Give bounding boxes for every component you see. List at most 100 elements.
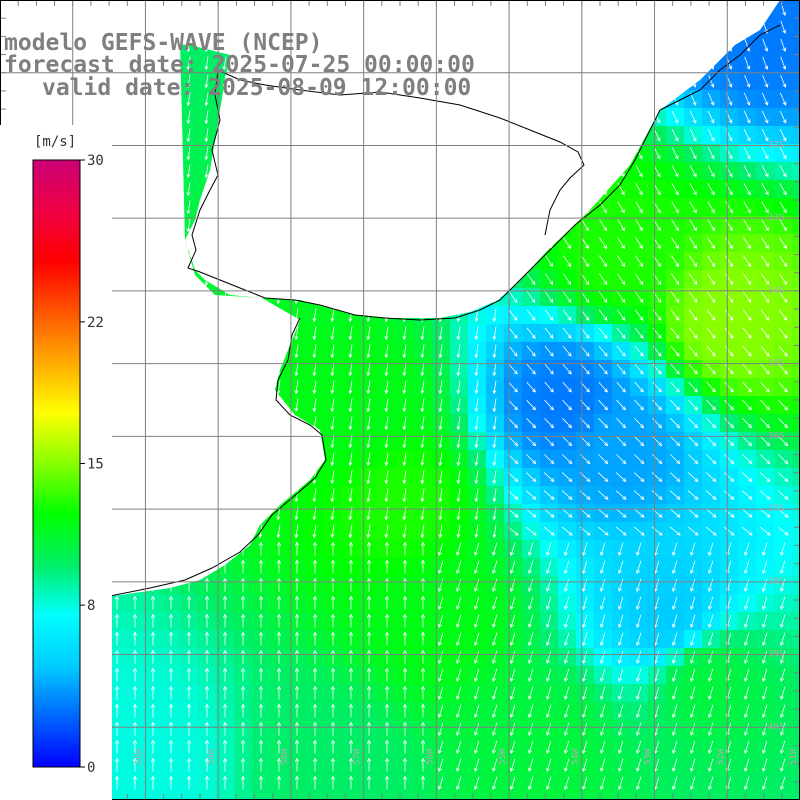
wind-arrow bbox=[778, 436, 789, 447]
wind-arrow bbox=[366, 488, 371, 503]
wind-arrow bbox=[474, 614, 480, 628]
wind-arrow bbox=[562, 363, 572, 375]
wind-arrow bbox=[761, 147, 769, 160]
wind-arrow bbox=[707, 165, 715, 178]
wind-arrow bbox=[528, 668, 534, 682]
wind-arrow bbox=[330, 613, 336, 628]
wind-arrow bbox=[724, 345, 734, 357]
wind-arrow bbox=[564, 758, 570, 772]
wind-arrow bbox=[618, 722, 624, 736]
wind-arrow bbox=[636, 758, 642, 772]
wind-arrow bbox=[456, 596, 462, 610]
wind-arrow bbox=[526, 454, 537, 465]
wind-arrow bbox=[168, 685, 174, 700]
wind-arrow bbox=[366, 524, 371, 539]
wind-arrow bbox=[366, 362, 371, 377]
wind-arrow bbox=[528, 686, 534, 700]
wind-arrow bbox=[635, 201, 643, 214]
wind-arrow bbox=[778, 381, 788, 393]
wind-arrow bbox=[600, 596, 606, 610]
wind-arrow bbox=[510, 686, 516, 700]
wind-arrow bbox=[580, 327, 590, 339]
wind-arrow bbox=[348, 470, 353, 485]
wind-arrow bbox=[762, 776, 768, 790]
wind-arrow bbox=[384, 362, 389, 377]
wind-arrow bbox=[707, 128, 715, 142]
field-cell bbox=[792, 306, 800, 325]
wind-arrow bbox=[599, 201, 607, 214]
longitude-label: 57W bbox=[353, 748, 363, 765]
wind-arrow bbox=[563, 255, 572, 268]
wind-arrow bbox=[708, 722, 714, 736]
wind-arrow bbox=[544, 345, 554, 357]
field-cell bbox=[792, 36, 800, 55]
wind-arrow bbox=[402, 470, 407, 485]
wind-arrow bbox=[762, 740, 768, 754]
wind-arrow bbox=[186, 703, 192, 718]
wind-arrow bbox=[492, 704, 498, 718]
wind-arrow bbox=[366, 703, 372, 718]
field-cell bbox=[792, 486, 800, 505]
wind-arrow bbox=[294, 559, 300, 574]
wind-arrow bbox=[402, 524, 407, 539]
wind-arrow bbox=[582, 542, 588, 556]
wind-arrow bbox=[633, 490, 645, 500]
wind-arrow bbox=[438, 488, 443, 503]
wind-arrow bbox=[366, 452, 371, 467]
wind-arrow bbox=[744, 776, 750, 790]
wind-arrow bbox=[546, 740, 552, 754]
wind-arrow bbox=[168, 775, 174, 790]
longitude-label: 59W bbox=[207, 748, 217, 765]
wind-arrow bbox=[168, 667, 174, 682]
wind-arrow bbox=[725, 255, 734, 268]
wind-arrow bbox=[528, 758, 534, 772]
wind-arrow bbox=[348, 577, 354, 592]
wind-arrow bbox=[204, 757, 210, 772]
wind-arrow bbox=[456, 452, 461, 467]
wind-arrow bbox=[474, 362, 479, 377]
colorbar-tick-label: 15 bbox=[87, 457, 104, 473]
wind-arrow bbox=[150, 595, 156, 610]
wind-arrow bbox=[312, 595, 318, 610]
field-cell bbox=[792, 144, 800, 163]
coastline-path bbox=[217, 69, 585, 236]
wind-arrow bbox=[438, 542, 444, 556]
wind-arrow bbox=[330, 559, 336, 574]
wind-arrow bbox=[402, 541, 408, 556]
wind-arrow bbox=[598, 345, 608, 357]
wind-arrow bbox=[708, 596, 714, 610]
wind-arrow bbox=[528, 542, 534, 556]
wind-arrow bbox=[456, 380, 461, 395]
wind-arrow bbox=[240, 685, 246, 700]
wind-arrow bbox=[653, 147, 661, 160]
wind-arrow bbox=[312, 703, 318, 718]
wind-arrow bbox=[525, 508, 537, 518]
wind-arrow bbox=[759, 490, 771, 500]
wind-arrow bbox=[294, 326, 299, 341]
field-cell bbox=[792, 630, 800, 649]
wind-arrow bbox=[492, 722, 498, 736]
field-cell bbox=[270, 792, 289, 800]
wind-arrow bbox=[762, 596, 768, 610]
wind-arrow bbox=[384, 685, 390, 700]
wind-arrow bbox=[778, 291, 788, 303]
wind-arrow bbox=[600, 704, 606, 718]
wind-arrow bbox=[689, 201, 697, 214]
wind-arrow bbox=[706, 345, 716, 357]
wind-arrow bbox=[402, 613, 408, 628]
wind-arrow bbox=[543, 526, 555, 536]
wind-arrow bbox=[420, 721, 426, 736]
wind-arrow bbox=[616, 363, 626, 375]
wind-arrow bbox=[258, 559, 264, 574]
wind-arrow bbox=[132, 613, 138, 628]
wind-arrow bbox=[778, 399, 788, 411]
wind-arrow bbox=[366, 613, 372, 628]
wind-arrow bbox=[276, 721, 282, 736]
wind-arrow bbox=[672, 632, 678, 646]
wind-arrow bbox=[348, 721, 354, 736]
wind-arrow bbox=[330, 452, 335, 467]
wind-arrow bbox=[168, 595, 174, 610]
wind-arrow bbox=[706, 436, 717, 447]
wind-arrow bbox=[508, 399, 518, 411]
wind-arrow bbox=[294, 398, 299, 413]
